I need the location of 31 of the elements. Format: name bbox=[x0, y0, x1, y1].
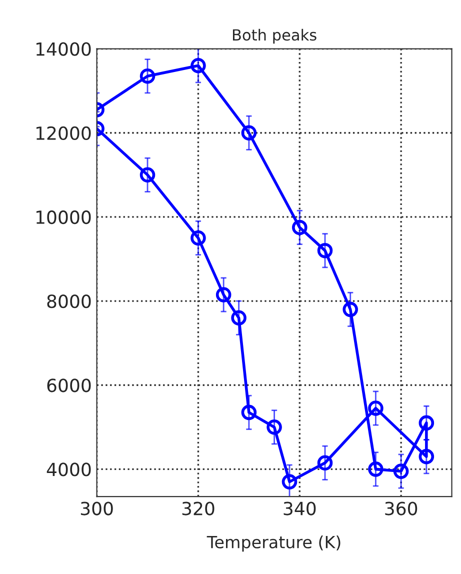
point bbox=[140, 167, 156, 183]
y-tick-label: 14000 bbox=[36, 42, 91, 56]
x-axis-title: Temperature (K) bbox=[206, 536, 340, 552]
point bbox=[317, 242, 333, 258]
point bbox=[216, 287, 232, 302]
point bbox=[418, 415, 434, 431]
y-tick-label: 6000 bbox=[47, 378, 91, 392]
point bbox=[342, 302, 358, 318]
x-tick-label: 340 bbox=[284, 502, 316, 516]
point bbox=[190, 58, 206, 74]
y-tick-label: 4000 bbox=[46, 462, 91, 476]
y-tick-label: 10000 bbox=[36, 210, 91, 224]
point bbox=[241, 125, 257, 141]
x-tick-label: 320 bbox=[182, 502, 214, 516]
x-tick-label: 300 bbox=[80, 502, 113, 516]
y-tick-label: 8000 bbox=[47, 294, 91, 308]
point bbox=[266, 420, 282, 435]
point bbox=[368, 400, 384, 416]
point bbox=[140, 68, 156, 84]
point bbox=[292, 220, 308, 236]
x-tick-label: 360 bbox=[385, 502, 418, 516]
point bbox=[241, 404, 257, 420]
point bbox=[393, 464, 409, 479]
point bbox=[418, 448, 434, 464]
point bbox=[317, 455, 333, 471]
y-tick-label: 12000 bbox=[36, 126, 91, 140]
chart-title: Both peaks bbox=[232, 28, 316, 44]
point bbox=[231, 310, 246, 326]
point bbox=[368, 462, 384, 477]
point bbox=[282, 474, 298, 490]
point bbox=[190, 230, 206, 246]
